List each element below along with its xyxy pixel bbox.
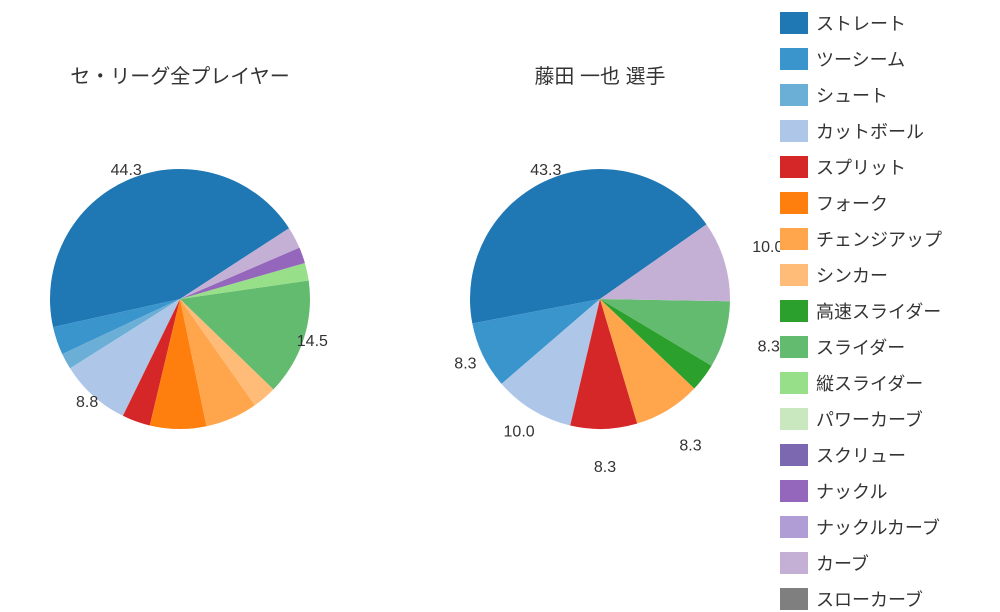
legend-label: 高速スライダー — [816, 298, 941, 324]
pie-chart: 44.3 8.8 14.5 — [0, 119, 360, 479]
slice-label: 10.0 — [752, 239, 780, 256]
legend: ストレートツーシームシュートカットボールスプリットフォークチェンジアップシンカー… — [780, 0, 1000, 600]
slice-label: 8.3 — [758, 338, 780, 355]
legend-item: シンカー — [780, 262, 990, 288]
legend-item: チェンジアップ — [780, 226, 990, 252]
legend-label: スクリュー — [816, 442, 906, 468]
slice-label: 14.5 — [297, 333, 328, 350]
pie-chart: 43.3 8.3 10.0 8.3 8.3 8.3 10.0 — [420, 119, 780, 479]
legend-swatch — [780, 372, 808, 394]
legend-item: シュート — [780, 82, 990, 108]
legend-item: カーブ — [780, 550, 990, 576]
legend-swatch — [780, 480, 808, 502]
legend-swatch — [780, 408, 808, 430]
legend-swatch — [780, 120, 808, 142]
chart-container: セ・リーグ全プレイヤー 44.3 8.8 14.5 藤田 一也 選手 43.3 8.3 10.… — [0, 0, 1000, 600]
legend-label: シュート — [816, 82, 888, 108]
legend-item: スプリット — [780, 154, 990, 180]
chart-title: 藤田 一也 選手 — [534, 60, 665, 89]
legend-item: カットボール — [780, 118, 990, 144]
legend-item: ナックルカーブ — [780, 514, 990, 540]
legend-item: 高速スライダー — [780, 298, 990, 324]
slice-label: 8.3 — [594, 459, 616, 476]
legend-label: ナックル — [816, 478, 887, 504]
legend-swatch — [780, 192, 808, 214]
legend-item: フォーク — [780, 190, 990, 216]
legend-swatch — [780, 264, 808, 286]
legend-item: パワーカーブ — [780, 406, 990, 432]
legend-label: フォーク — [816, 190, 888, 216]
legend-label: スライダー — [816, 334, 905, 360]
legend-label: カーブ — [816, 550, 869, 576]
legend-item: ナックル — [780, 478, 990, 504]
legend-item: スローカーブ — [780, 586, 990, 612]
legend-swatch — [780, 12, 808, 34]
legend-swatch — [780, 552, 808, 574]
legend-swatch — [780, 84, 808, 106]
chart-block: セ・リーグ全プレイヤー 44.3 8.8 14.5 — [0, 60, 360, 479]
legend-label: スローカーブ — [816, 586, 923, 612]
legend-label: 縦スライダー — [816, 370, 923, 396]
legend-swatch — [780, 516, 808, 538]
slice-label: 8.3 — [679, 438, 701, 455]
chart-title: セ・リーグ全プレイヤー — [70, 60, 289, 89]
slice-label: 8.8 — [76, 394, 98, 411]
slice-label: 44.3 — [111, 162, 142, 179]
legend-swatch — [780, 48, 808, 70]
legend-item: 縦スライダー — [780, 370, 990, 396]
legend-label: カットボール — [816, 118, 924, 144]
legend-label: チェンジアップ — [816, 226, 942, 252]
legend-swatch — [780, 300, 808, 322]
slice-label: 8.3 — [454, 355, 476, 372]
legend-label: シンカー — [816, 262, 888, 288]
legend-item: ツーシーム — [780, 46, 990, 72]
legend-label: ストレート — [816, 10, 906, 36]
charts-area: セ・リーグ全プレイヤー 44.3 8.8 14.5 藤田 一也 選手 43.3 8.3 10.… — [0, 0, 780, 600]
slice-label: 10.0 — [504, 424, 535, 441]
legend-swatch — [780, 228, 808, 250]
legend-item: スクリュー — [780, 442, 990, 468]
legend-label: パワーカーブ — [816, 406, 923, 432]
legend-label: ナックルカーブ — [816, 514, 940, 540]
slice-label: 43.3 — [530, 162, 561, 179]
legend-swatch — [780, 156, 808, 178]
legend-item: スライダー — [780, 334, 990, 360]
legend-label: スプリット — [816, 154, 906, 180]
legend-swatch — [780, 336, 808, 358]
legend-label: ツーシーム — [816, 46, 905, 72]
legend-item: ストレート — [780, 10, 990, 36]
chart-block: 藤田 一也 選手 43.3 8.3 10.0 8.3 8.3 8.3 10.0 — [420, 60, 780, 479]
legend-swatch — [780, 444, 808, 466]
legend-swatch — [780, 588, 808, 610]
